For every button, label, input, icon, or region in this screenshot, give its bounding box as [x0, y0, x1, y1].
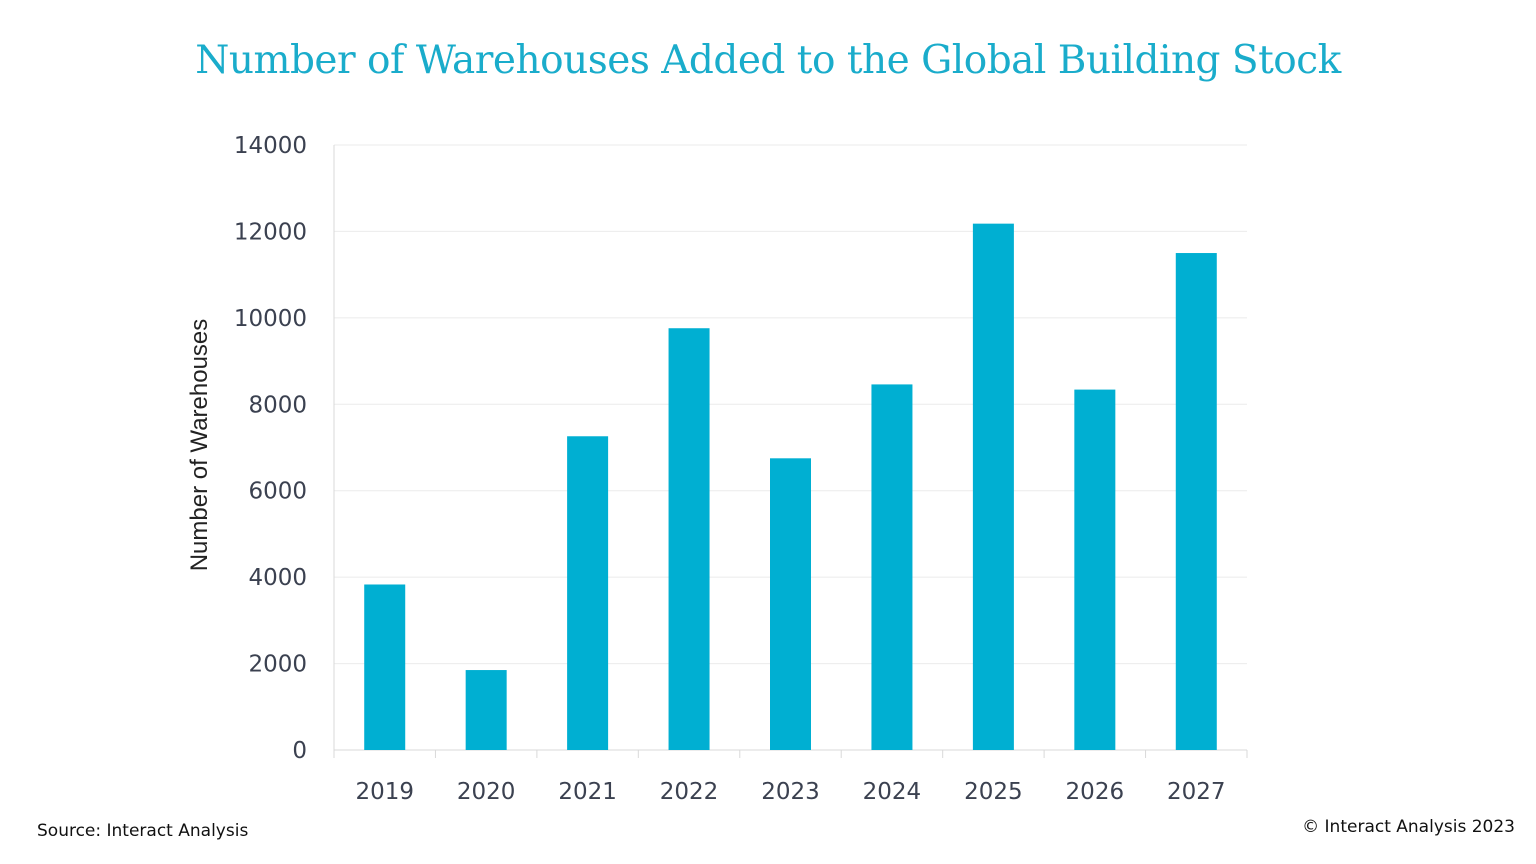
bar-2025 — [972, 223, 1014, 750]
y-tick-labels: 0 2000 4000 6000 8000 10000 12000 14000 — [234, 133, 307, 764]
bar-2022 — [668, 328, 710, 750]
copyright-note: © Interact Analysis 2023 — [1302, 817, 1515, 837]
y-tick-label: 10000 — [234, 306, 307, 332]
y-tick-label: 2000 — [248, 652, 307, 678]
x-tick-labels: 2019 2020 2021 2022 2023 2024 2025 2026 2027 — [355, 779, 1225, 805]
y-tick-label: 14000 — [234, 133, 307, 159]
y-tick-label: 0 — [292, 738, 307, 764]
x-tick-label: 2027 — [1167, 779, 1226, 805]
y-tick-label: 4000 — [248, 565, 307, 591]
y-axis-title: Number of Warehouses — [186, 319, 213, 572]
bar-2027 — [1175, 253, 1217, 751]
y-tick-label: 8000 — [248, 392, 307, 418]
chart-title: Number of Warehouses Added to the Global… — [195, 38, 1341, 83]
y-tick-label: 6000 — [248, 479, 307, 505]
x-tick-label: 2021 — [558, 779, 617, 805]
y-tick-label: 12000 — [234, 219, 307, 245]
x-tick-label: 2026 — [1066, 779, 1125, 805]
x-tick-label: 2023 — [761, 779, 820, 805]
bar-2026 — [1074, 389, 1116, 750]
bar-2021 — [567, 436, 609, 750]
bar-2024 — [871, 384, 913, 750]
x-tick-label: 2024 — [863, 779, 922, 805]
bar-2019 — [364, 584, 406, 750]
bar-2023 — [770, 458, 811, 750]
x-tick-label: 2019 — [355, 779, 414, 805]
bar-2020 — [465, 670, 507, 750]
x-tick-label: 2020 — [457, 779, 516, 805]
x-tick-label: 2025 — [964, 779, 1023, 805]
bars — [364, 223, 1217, 751]
x-tick-label: 2022 — [660, 779, 719, 805]
source-note: Source: Interact Analysis — [37, 821, 249, 841]
